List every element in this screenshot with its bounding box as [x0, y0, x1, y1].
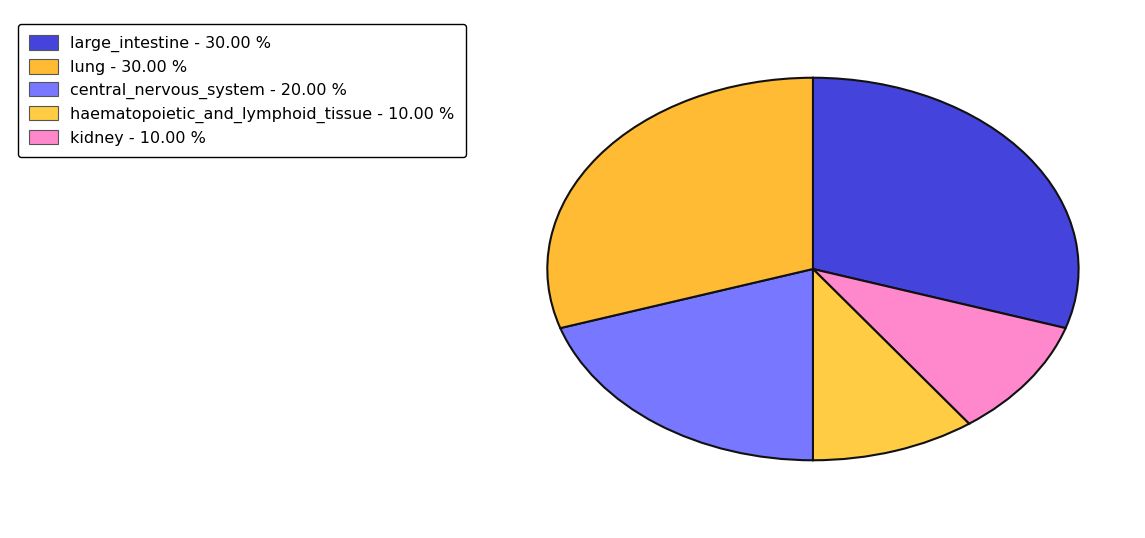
Wedge shape — [813, 269, 969, 461]
Legend: large_intestine - 30.00 %, lung - 30.00 %, central_nervous_system - 20.00 %, hae: large_intestine - 30.00 %, lung - 30.00 … — [17, 24, 466, 157]
Wedge shape — [813, 269, 1066, 424]
Wedge shape — [547, 77, 813, 328]
Wedge shape — [560, 269, 813, 461]
Wedge shape — [813, 77, 1079, 328]
